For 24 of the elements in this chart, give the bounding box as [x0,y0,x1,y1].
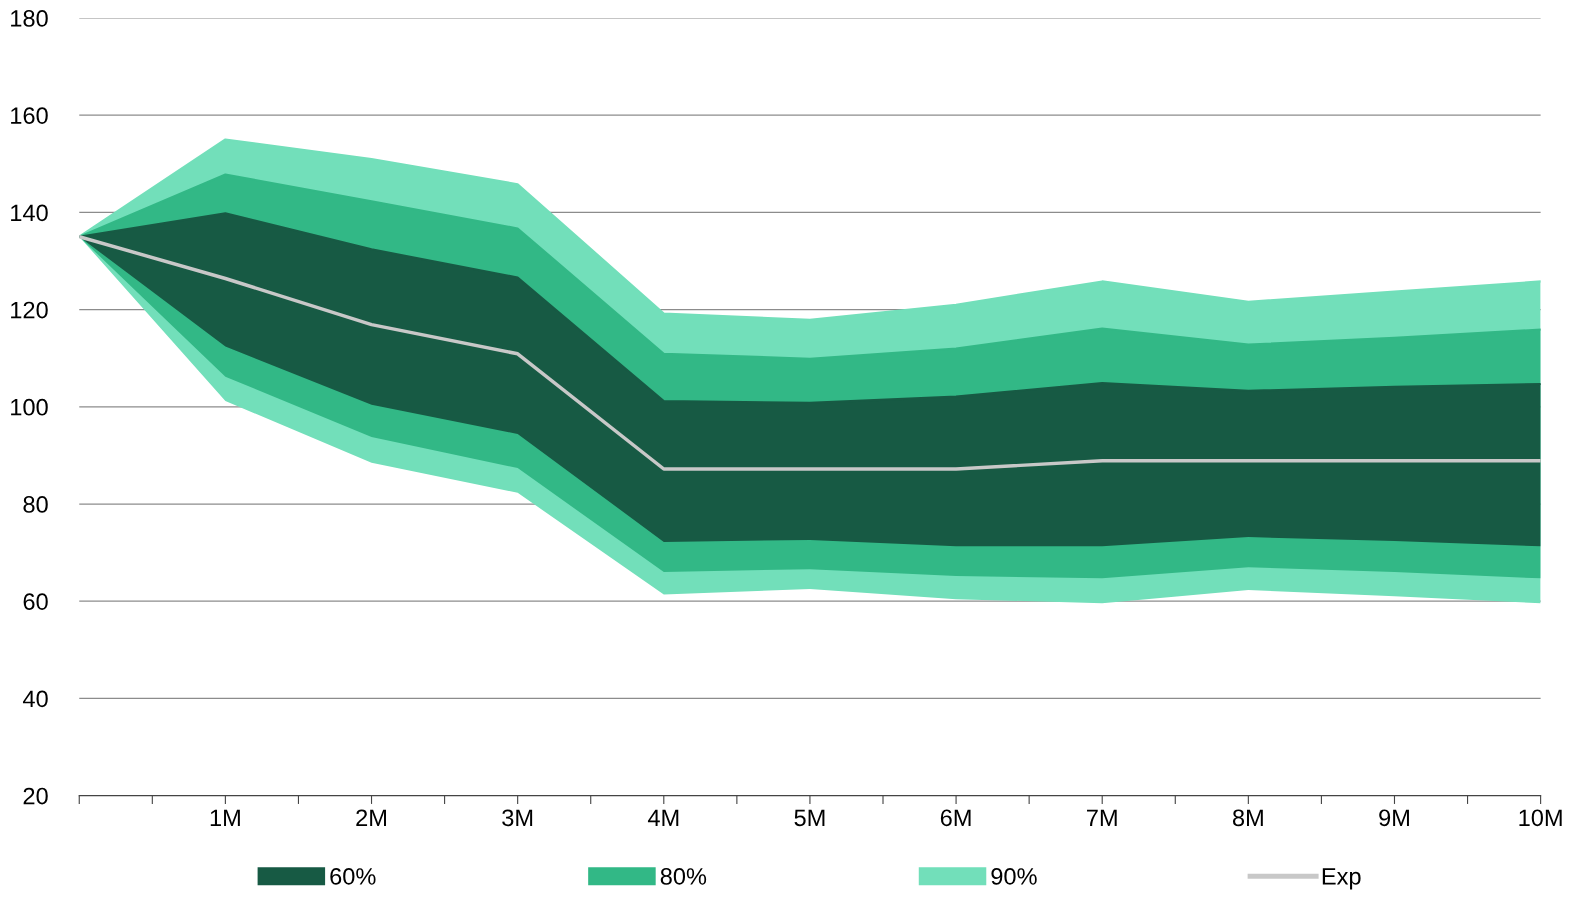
legend-label: 80% [660,868,707,885]
y-tick-label: 120 [11,301,48,319]
y-tick-label: 100 [11,398,48,416]
x-tick-label: 4M [647,809,679,826]
x-tick-label: 7M [1087,809,1117,826]
x-tick-label: 1M [210,809,240,826]
y-tick-label: 180 [11,10,48,27]
y-tick-label: 80 [23,496,48,513]
x-tick-label: 2M [356,809,386,826]
line-series [79,234,1541,471]
x-tick-label: 5M [794,809,825,827]
legend-label: Exp [1322,868,1361,890]
y-tick-label: 20 [23,787,48,805]
x-tick-label: 3M [502,809,533,827]
legend-label: 90% [991,868,1037,885]
y-tick-label: 60 [23,593,48,610]
y-tick-label: 160 [11,107,48,124]
y-tick-label: 140 [11,204,48,222]
x-tick-label: 6M [940,809,971,827]
x-tick-label: 9M [1379,809,1409,827]
x-tick-label: 8M [1232,809,1263,827]
y-tick-label: 40 [22,690,48,708]
x-tick-label: 10M [1519,809,1562,827]
legend-label: 60% [330,868,376,885]
